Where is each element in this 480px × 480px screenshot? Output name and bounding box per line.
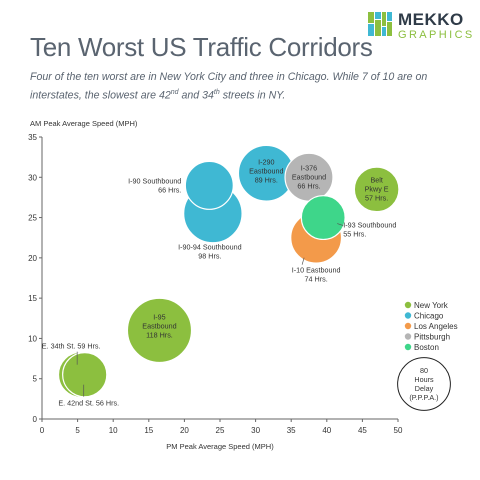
size-legend-label: 80 Hours Delay (P.P.P.A.) [409,366,438,402]
y-tick-label: 35 [28,133,37,142]
bubble [353,166,400,213]
y-tick-label: 10 [28,334,37,343]
bubble-label: I-10 Eastbound 74 Hrs. [292,266,341,284]
x-tick-label: 30 [251,426,260,435]
x-tick-label: 0 [40,426,45,435]
bubble-label: I-93 Southbound 55 Hrs. [343,221,396,239]
legend-label: Pittsburgh [414,333,450,342]
bubble-label: E. 34th St. 59 Hrs. [42,342,101,351]
bubble-label: I-376 Eastbound 66 Hrs. [292,163,326,190]
legend-label: New York [414,301,449,310]
y-tick-label: 20 [28,254,37,263]
page-title: Ten Worst US Traffic Corridors [30,32,373,62]
x-tick-label: 25 [216,426,225,435]
label-leader-line [337,223,344,226]
bubble-label: I-290 Eastbound 89 Hrs. [249,157,283,184]
x-tick-label: 45 [358,426,367,435]
x-tick-label: 5 [75,426,80,435]
x-axis-label: PM Peak Average Speed (MPH) [166,442,274,451]
bubble [126,297,193,364]
x-tick-label: 20 [180,426,189,435]
y-tick-label: 5 [33,375,38,384]
size-legend-circle [397,357,451,411]
legend-marker [404,301,412,309]
legend-marker [404,312,412,319]
logo-grid-icon [368,12,392,36]
y-tick-label: 0 [33,415,38,424]
x-tick-label: 10 [109,426,118,435]
legend-label: Chicago [414,312,444,321]
legend-label: Los Angeles [414,322,458,331]
bubble [62,352,108,398]
mekko-logo: MEKKO GRAPHICS [368,10,473,44]
x-tick-label: 40 [322,426,331,435]
y-tick-label: 25 [28,214,37,223]
legend-marker [404,322,412,330]
bubble-label: I-90 Southbound 66 Hrs. [128,176,181,194]
bubble-label: E. 42nd St. 56 Hrs. [58,399,119,408]
bubble-label: I-95 Eastbound 118 Hrs. [142,312,176,339]
y-tick-label: 15 [28,294,37,303]
page-subtitle: Four of the ten worst are in New York Ci… [30,71,428,102]
y-axis-label: AM Peak Average Speed (MPH) [30,119,138,128]
y-tick-label: 30 [28,173,37,182]
legend-marker [404,343,412,351]
logo-word-mekko: MEKKO [398,10,464,29]
x-tick-label: 50 [394,426,403,435]
bubble-label: Belt Pkwy E 57 Hrs. [365,175,389,202]
x-tick-label: 35 [287,426,296,435]
x-tick-label: 15 [144,426,153,435]
bubble [184,160,234,210]
bubble-label: I-90-94 Southbound 98 Hrs. [178,243,242,261]
legend-marker [404,333,412,340]
logo-word-graphics: GRAPHICS [398,29,475,41]
bubble [300,195,346,241]
legend-label: Boston [414,343,439,352]
label-leader-line [301,257,305,265]
